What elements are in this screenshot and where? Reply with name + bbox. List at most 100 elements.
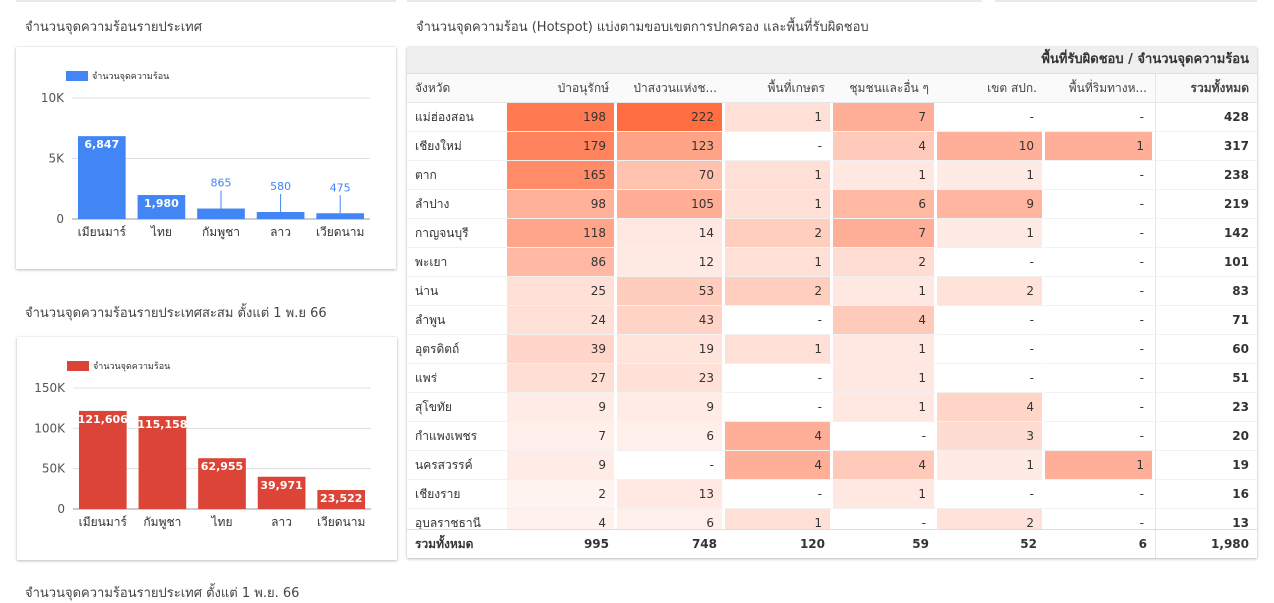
total-cell: 60 <box>1155 335 1257 364</box>
y-tick-label: 100K <box>34 421 66 435</box>
province-cell: สุโขทัย <box>407 393 507 422</box>
column-total-cell: 52 <box>1020 537 1037 551</box>
value-cell: 1 <box>725 248 833 277</box>
table-body: แม่ฮ่องสอน 198 222 1 7- -428 เชียงใหม่ 179 123-4… <box>407 103 1257 529</box>
chart2-title: จำนวนจุดความร้อนรายประเทศสะสม ตั้งแต่ 1 … <box>25 306 327 321</box>
total-cell: 83 <box>1155 277 1257 306</box>
value-cell: 86 <box>507 248 617 277</box>
column-header[interactable]: ชุมชนและอื่น ๆ <box>833 74 937 103</box>
value-cell: 1 <box>833 277 937 306</box>
column-header[interactable]: พื้นที่เกษตร <box>725 74 833 103</box>
value-cell: - <box>725 364 833 393</box>
value-cell: 198 <box>507 103 617 132</box>
table-row[interactable]: แม่ฮ่องสอน 198 222 1 7- -428 <box>407 103 1257 132</box>
x-tick-label: ลาว <box>271 515 292 529</box>
province-cell: ลำปาง <box>407 190 507 219</box>
table-row[interactable]: ลำพูน 24 43-4- -71 <box>407 306 1257 335</box>
province-cell: ลำพูน <box>407 306 507 335</box>
value-cell: - <box>1045 393 1155 422</box>
table-row[interactable]: พะเยา 86 12 1 2- -101 <box>407 248 1257 277</box>
value-cell: 13 <box>617 480 725 509</box>
table-head: จังหวัด ป่าอนุรักษ์ ป่าสงวนแห่งช... พื้นที่… <box>407 74 1257 103</box>
province-cell: แม่ฮ่องสอน <box>407 103 507 132</box>
data-label: 115,158 <box>137 418 187 431</box>
province-cell: ตาก <box>407 161 507 190</box>
value-cell: 6 <box>833 190 937 219</box>
total-cell: 23 <box>1155 393 1257 422</box>
value-cell: - <box>1045 248 1155 277</box>
value-cell: - <box>725 132 833 161</box>
table-row[interactable]: แพร่ 27 23-1- -51 <box>407 364 1257 393</box>
table-row[interactable]: ตาก 165 70 1 1 1-238 <box>407 161 1257 190</box>
value-cell: 1 <box>1045 132 1155 161</box>
value-cell: - <box>725 306 833 335</box>
chart1-title: จำนวนจุดความร้อนรายประเทศ <box>25 20 202 35</box>
table-row[interactable]: กำแพงเพชร 7 6 4-3-20 <box>407 422 1257 451</box>
column-header[interactable]: รวมทั้งหมด <box>1155 74 1257 103</box>
value-cell: - <box>937 103 1045 132</box>
table-row[interactable]: ลำปาง 98 105 1 6 9-219 <box>407 190 1257 219</box>
province-cell: แพร่ <box>407 364 507 393</box>
y-tick-label: 150K <box>34 381 66 395</box>
value-cell: 118 <box>507 219 617 248</box>
x-tick-label: เวียดนาม <box>317 515 366 529</box>
total-cell: 428 <box>1155 103 1257 132</box>
column-header[interactable]: ป่าอนุรักษ์ <box>507 74 617 103</box>
value-cell: 7 <box>833 103 937 132</box>
table-row[interactable]: เชียงราย 2 13-1- -16 <box>407 480 1257 509</box>
y-tick-label: 10K <box>41 91 65 105</box>
hotspot-province-table: พื้นที่รับผิดชอบ / จำนวนจุดความร้อน จังห… <box>407 47 1257 558</box>
y-tick-label: 5K <box>48 152 65 166</box>
column-total-cell: 748 <box>691 537 717 551</box>
value-cell: - <box>1045 219 1155 248</box>
table-row[interactable]: อุตรดิตถ์ 39 19 1 1- -60 <box>407 335 1257 364</box>
value-cell: 6 <box>617 509 725 529</box>
bar <box>197 208 245 219</box>
column-header[interactable]: เขต สปก. <box>937 74 1045 103</box>
top-card-edge <box>16 0 396 2</box>
bar <box>138 416 187 509</box>
table-row[interactable]: น่าน 25 53 2 1 2-83 <box>407 277 1257 306</box>
value-cell: 70 <box>617 161 725 190</box>
value-cell: 1 <box>833 393 937 422</box>
value-cell: 19 <box>617 335 725 364</box>
country-hotspot-chart: จำนวนจุดความร้อน 0 5K 10K 6,847 เมียนมาร์ 1,9… <box>16 47 396 269</box>
value-cell: 1 <box>725 509 833 529</box>
table-row[interactable]: อุบลราชธานี 4 6 1-2-13 <box>407 509 1257 529</box>
total-cell: 19 <box>1155 451 1257 480</box>
table-title: จำนวนจุดความร้อน (Hotspot) แบ่งตามขอบเขต… <box>416 20 869 35</box>
total-cell: 101 <box>1155 248 1257 277</box>
value-cell: - <box>725 393 833 422</box>
value-cell: 1 <box>725 103 833 132</box>
x-tick-label: ลาว <box>270 225 291 239</box>
data-label: 23,522 <box>320 492 362 505</box>
total-cell: 20 <box>1155 422 1257 451</box>
value-cell: 9 <box>937 190 1045 219</box>
value-cell: 2 <box>725 219 833 248</box>
table-row[interactable]: นครสวรรค์ 9-4 4 1 1 19 <box>407 451 1257 480</box>
total-cell: 51 <box>1155 364 1257 393</box>
table-body-scroll[interactable]: แม่ฮ่องสอน 198 222 1 7- -428 เชียงใหม่ 179 123-4… <box>407 103 1257 529</box>
x-tick-label: เมียนมาร์ <box>79 515 128 529</box>
column-header-province[interactable]: จังหวัด <box>407 74 507 103</box>
province-cell: พะเยา <box>407 248 507 277</box>
table-row[interactable]: สุโขทัย 9 9-1 4-23 <box>407 393 1257 422</box>
value-cell: - <box>1045 306 1155 335</box>
total-cell: 317 <box>1155 132 1257 161</box>
table-row[interactable]: เชียงใหม่ 179 123-4 10 1 317 <box>407 132 1257 161</box>
value-cell: 4 <box>725 451 833 480</box>
data-label: 580 <box>270 180 291 193</box>
province-cell: กาญจนบุรี <box>407 219 507 248</box>
table-row[interactable]: กาญจนบุรี 118 14 2 7 1-142 <box>407 219 1257 248</box>
value-cell: 53 <box>617 277 725 306</box>
value-cell: 4 <box>833 451 937 480</box>
total-cell: 142 <box>1155 219 1257 248</box>
data-label: 475 <box>330 181 351 194</box>
value-cell: 39 <box>507 335 617 364</box>
y-tick-label: 50K <box>42 462 66 476</box>
column-header[interactable]: พื้นที่ริมทางห... <box>1045 74 1155 103</box>
legend-swatch <box>66 71 88 81</box>
column-header[interactable]: ป่าสงวนแห่งช... <box>617 74 725 103</box>
value-cell: 4 <box>833 306 937 335</box>
column-total-cell: 120 <box>799 537 825 551</box>
